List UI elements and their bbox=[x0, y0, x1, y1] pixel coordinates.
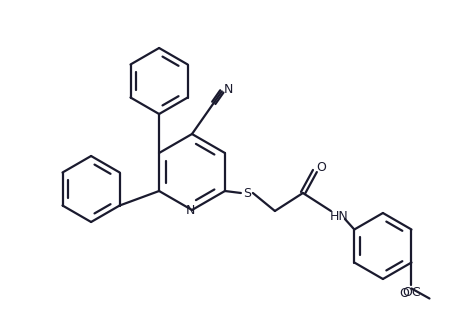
Text: S: S bbox=[242, 186, 250, 199]
Text: OC: OC bbox=[401, 286, 420, 299]
Text: N: N bbox=[185, 203, 194, 216]
Text: N: N bbox=[224, 83, 233, 96]
Text: O: O bbox=[315, 161, 325, 173]
Text: HN: HN bbox=[329, 209, 348, 222]
Text: O: O bbox=[399, 287, 409, 300]
